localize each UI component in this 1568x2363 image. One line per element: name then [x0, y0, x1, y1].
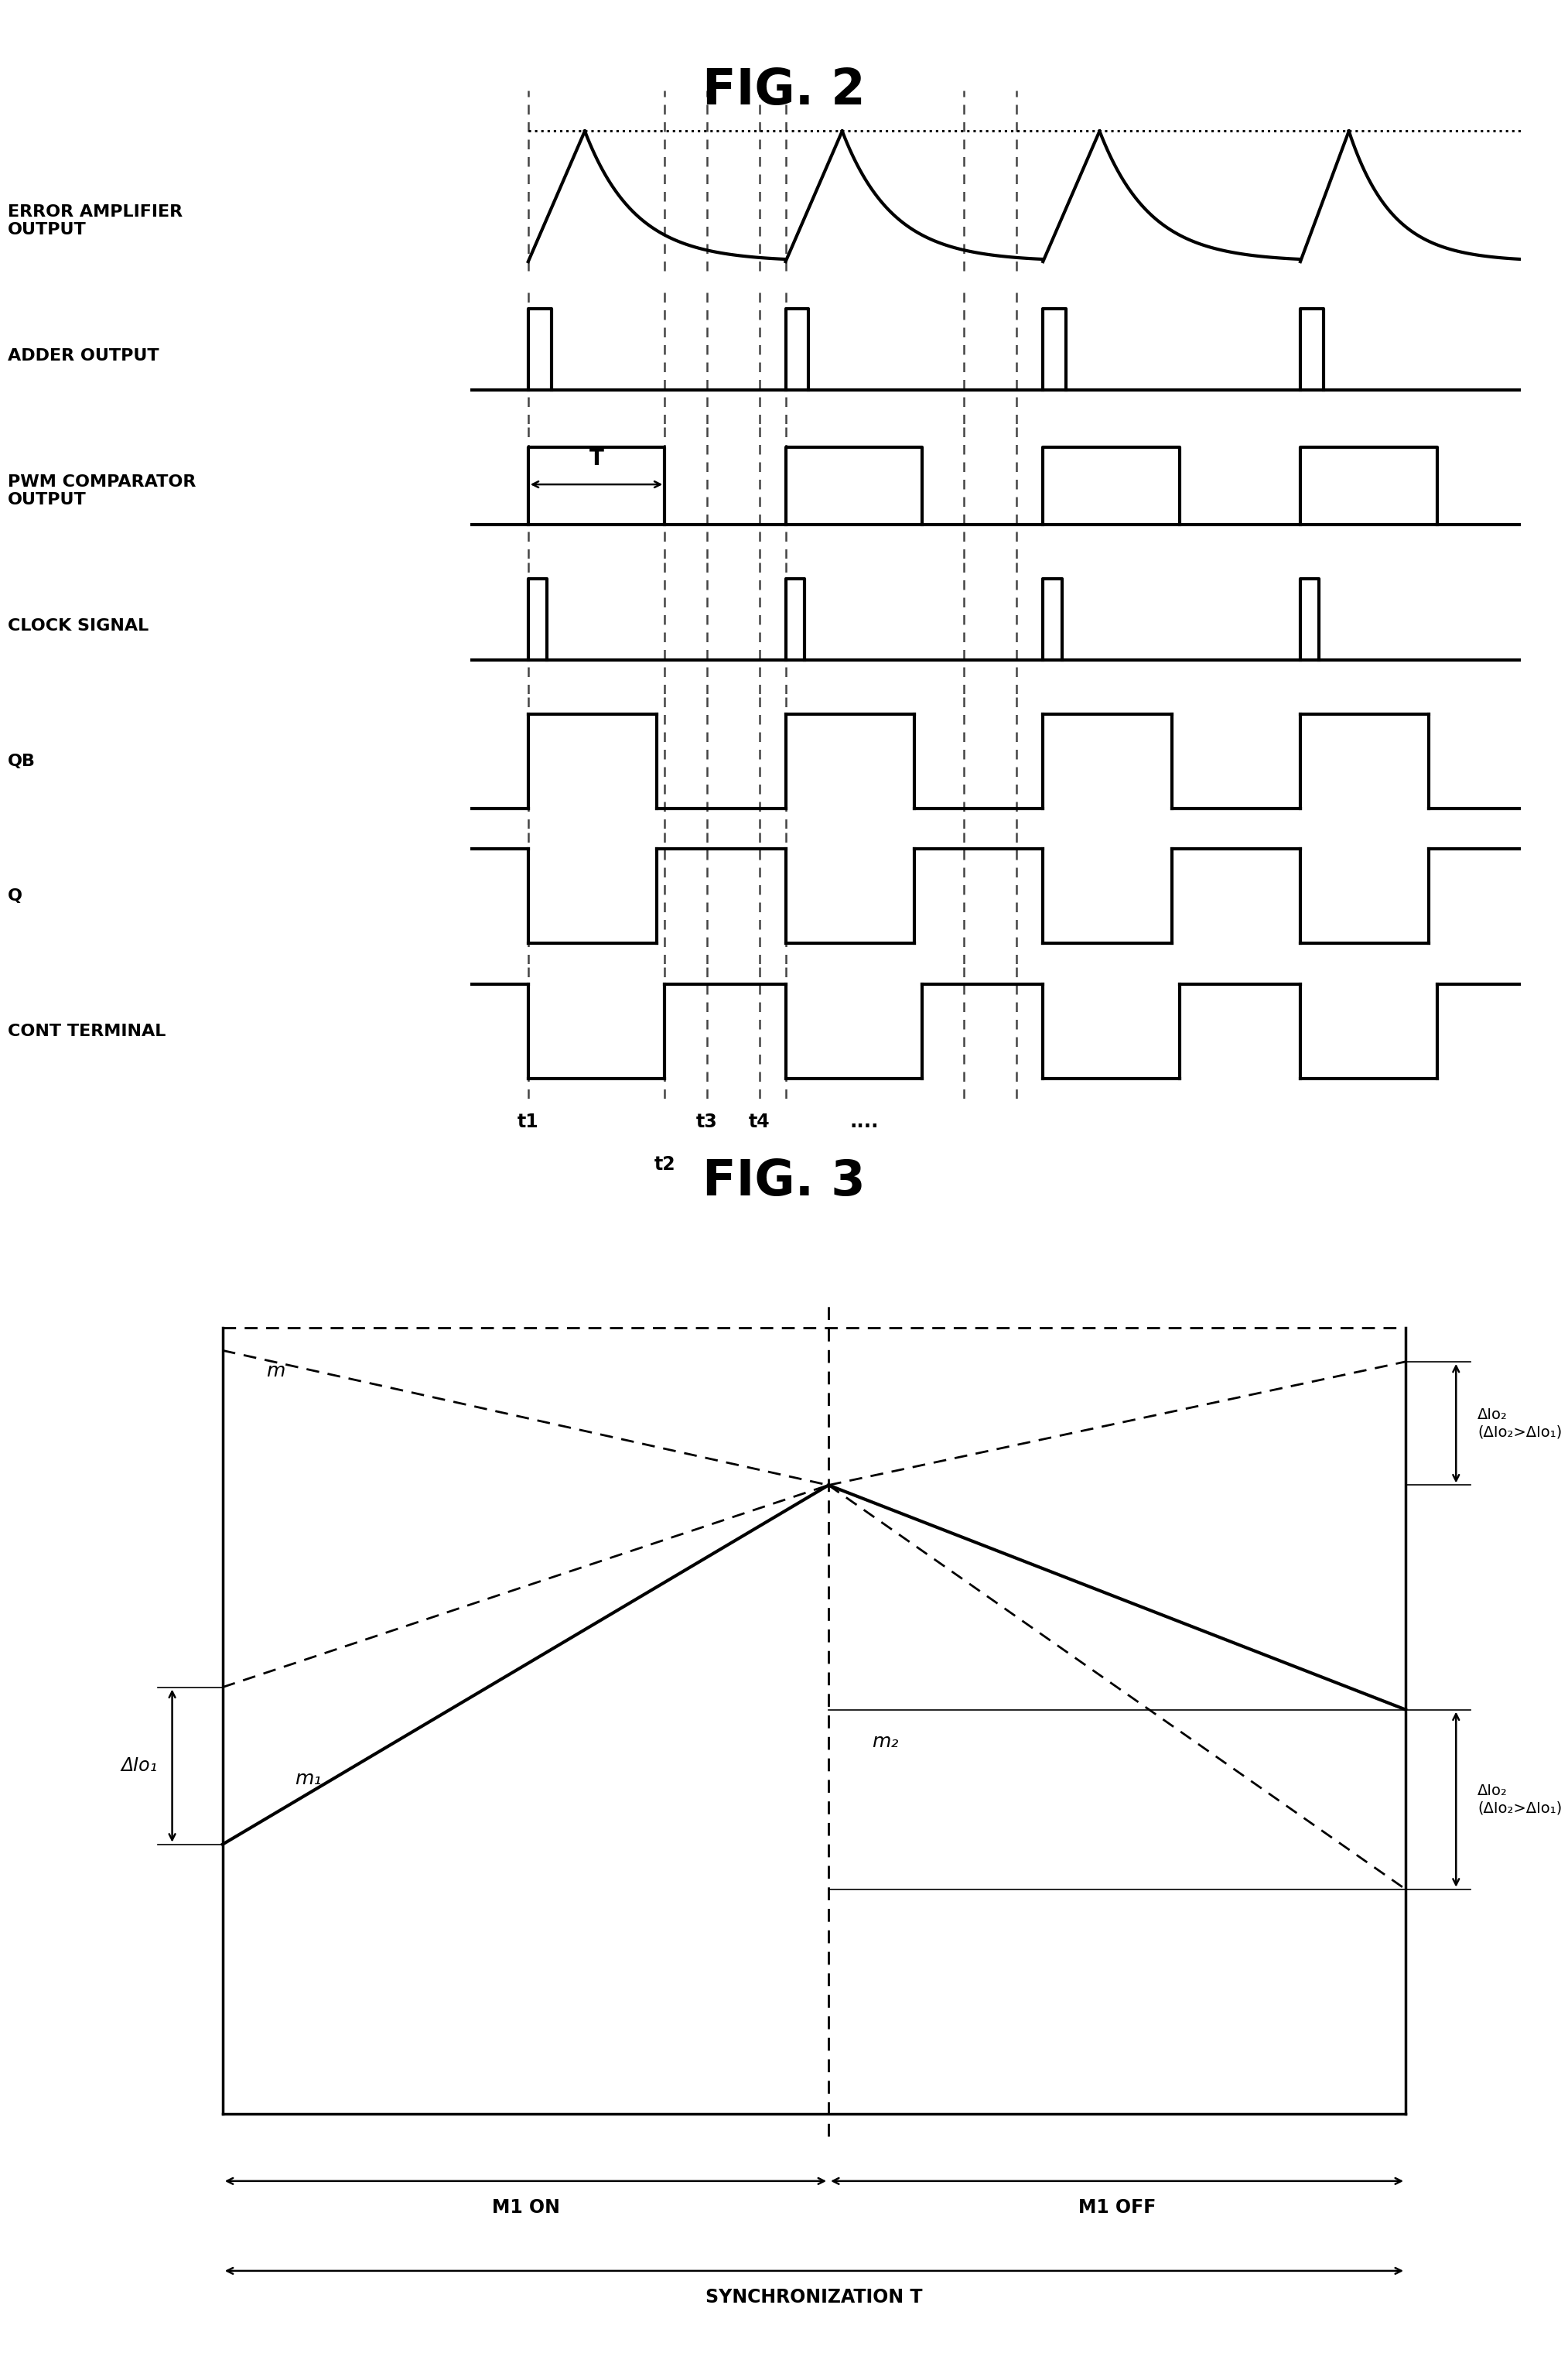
Text: ΔIo₂
(ΔIo₂>ΔIo₁): ΔIo₂ (ΔIo₂>ΔIo₁) [1477, 1408, 1562, 1439]
Text: ....: .... [850, 1113, 880, 1132]
Text: ΔIo₁: ΔIo₁ [121, 1756, 158, 1775]
Text: FIG. 3: FIG. 3 [702, 1158, 866, 1205]
Text: ΔIo₂
(ΔIo₂>ΔIo₁): ΔIo₂ (ΔIo₂>ΔIo₁) [1477, 1784, 1562, 1815]
Text: t3: t3 [696, 1113, 718, 1132]
Text: t4: t4 [748, 1113, 770, 1132]
Text: M1 ON: M1 ON [492, 2198, 560, 2216]
Text: SYNCHRONIZATION T: SYNCHRONIZATION T [706, 2287, 922, 2306]
Text: FIG. 2: FIG. 2 [702, 66, 866, 113]
Text: t2: t2 [654, 1156, 676, 1174]
Text: m₁: m₁ [295, 1770, 321, 1789]
Text: T: T [590, 449, 604, 470]
Text: Q: Q [8, 888, 22, 905]
Text: ERROR AMPLIFIER
OUTPUT: ERROR AMPLIFIER OUTPUT [8, 203, 183, 239]
Text: m: m [267, 1361, 285, 1380]
Text: CLOCK SIGNAL: CLOCK SIGNAL [8, 619, 149, 633]
Text: t1: t1 [517, 1113, 539, 1132]
Text: QB: QB [8, 754, 36, 768]
Text: CONT TERMINAL: CONT TERMINAL [8, 1023, 166, 1040]
Text: m₂: m₂ [872, 1732, 898, 1751]
Text: ADDER OUTPUT: ADDER OUTPUT [8, 347, 160, 364]
Text: PWM COMPARATOR
OUTPUT: PWM COMPARATOR OUTPUT [8, 475, 196, 508]
Text: M1 OFF: M1 OFF [1079, 2198, 1156, 2216]
